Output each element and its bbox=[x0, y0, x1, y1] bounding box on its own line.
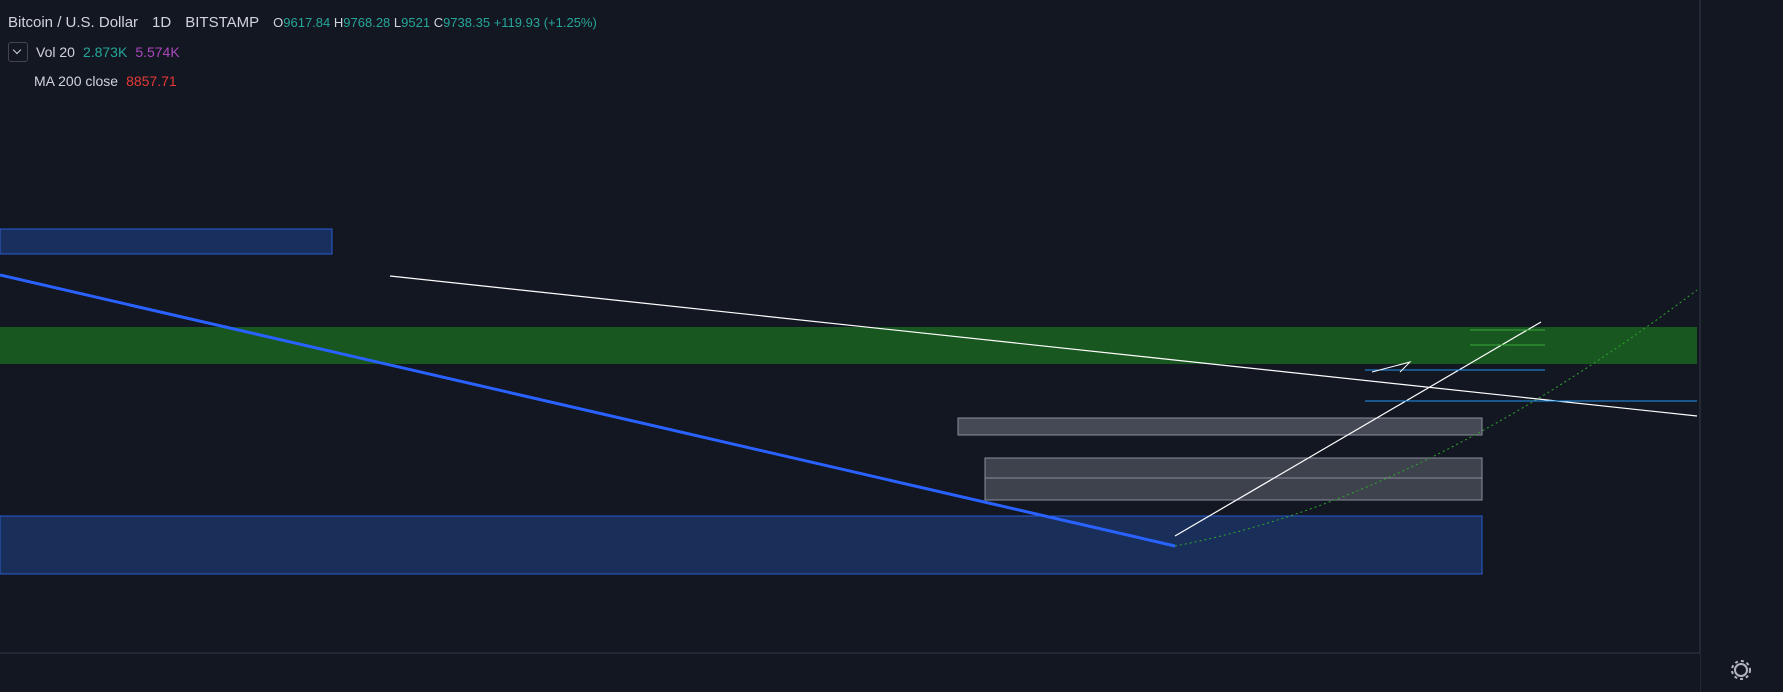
trend-line bbox=[389, 275, 1698, 417]
drawing bbox=[1371, 361, 1412, 373]
zone-band bbox=[0, 327, 1697, 364]
ma-name: MA 200 close bbox=[34, 72, 119, 89]
ma-value: 8857.71 bbox=[126, 72, 177, 89]
gear-teeth[interactable] bbox=[1731, 660, 1751, 680]
vol-ma-value: 5.574K bbox=[135, 43, 180, 60]
ma-row: MA 200 close 8857.71 bbox=[8, 66, 597, 95]
trend-line bbox=[1174, 321, 1542, 537]
vol-row: Vol 20 2.873K 5.574K bbox=[8, 37, 597, 66]
trend-line bbox=[0, 273, 1176, 548]
open-value: 9617.84 bbox=[283, 14, 331, 30]
ohlc: O9617.84 H9768.28 L9521 C9738.35 +119.93… bbox=[273, 12, 597, 34]
interval[interactable]: 1D bbox=[152, 13, 172, 31]
exchange: BITSTAMP bbox=[185, 13, 260, 31]
high-value: 9768.28 bbox=[343, 14, 391, 30]
gear[interactable] bbox=[1734, 663, 1748, 677]
zone-box bbox=[0, 515, 1483, 575]
change: +119.93 (+1.25%) bbox=[493, 14, 597, 30]
settings-icon[interactable] bbox=[1731, 660, 1751, 680]
ohlc-letter: H bbox=[333, 14, 344, 30]
vol-value: 2.873K bbox=[82, 43, 128, 60]
symbol-row: Bitcoin / U.S. Dollar 1D BITSTAMP O9617.… bbox=[8, 8, 597, 37]
curve bbox=[1174, 289, 1698, 547]
collapse-button[interactable] bbox=[8, 41, 28, 62]
low-value: 9521 bbox=[401, 14, 431, 30]
legend: Bitcoin / U.S. Dollar 1D BITSTAMP O9617.… bbox=[8, 8, 597, 95]
ohlc-letter: O bbox=[273, 14, 284, 30]
zone-box bbox=[957, 417, 1483, 436]
symbol[interactable]: Bitcoin / U.S. Dollar bbox=[8, 13, 139, 31]
ohlc-letter: C bbox=[433, 14, 444, 30]
zone-box bbox=[984, 457, 1483, 501]
zone-box bbox=[0, 228, 333, 255]
ohlc-letter: L bbox=[393, 14, 402, 30]
vol-name: Vol 20 bbox=[36, 43, 75, 60]
time-axis bbox=[0, 653, 1700, 692]
price-axis bbox=[1700, 0, 1783, 692]
close-value: 9738.35 bbox=[443, 14, 491, 30]
